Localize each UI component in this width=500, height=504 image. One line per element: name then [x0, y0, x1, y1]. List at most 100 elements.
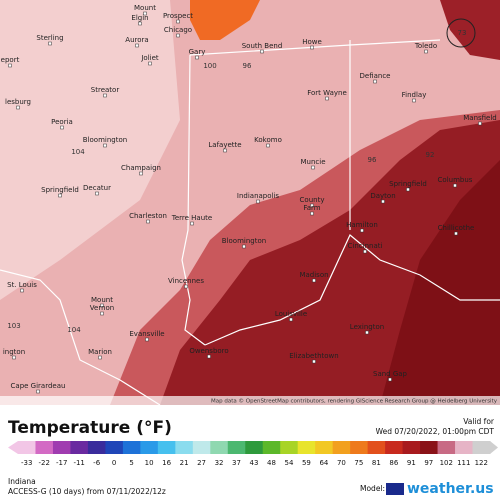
colorbar-tick-label: 75 — [354, 459, 363, 467]
city-label: Vincennes — [168, 277, 204, 285]
isotherm-ring — [446, 18, 476, 48]
city-dot — [190, 221, 194, 226]
city-dot — [406, 187, 410, 192]
city-dot — [176, 19, 180, 24]
colorbar-tick-label: 37 — [232, 459, 241, 467]
city-dot — [138, 21, 142, 26]
colorbar-swatch — [35, 441, 54, 454]
colorbar-tick-label: 21 — [180, 459, 189, 467]
city-dot — [289, 317, 293, 322]
map: Map data © OpenStreetMap contributors, r… — [0, 0, 500, 406]
colorbar-tick-label: 10 — [145, 459, 154, 467]
city-label: Indianapolis — [237, 192, 280, 200]
brand: weather.us — [407, 481, 494, 497]
city-label: St. Louis — [7, 281, 37, 289]
city-label: lesburg — [5, 98, 31, 106]
city-dot — [20, 288, 24, 293]
city-label: ington — [3, 348, 25, 356]
city-label: Mount — [134, 4, 156, 12]
city-dot — [454, 231, 458, 236]
city-dot — [207, 354, 211, 359]
isotherm-label: 103 — [7, 322, 20, 330]
city-dot — [98, 355, 102, 360]
city-label: Elizabethtown — [289, 352, 338, 360]
city-label: Bloomington — [222, 237, 266, 245]
city-label: Lafayette — [208, 141, 241, 149]
city-label: Louisville — [275, 310, 307, 318]
city-label: Mansfield — [463, 114, 497, 122]
city-dot — [365, 330, 369, 335]
colorbar-swatch — [315, 441, 334, 454]
city-dot — [266, 143, 270, 148]
colorbar-tick-label: 86 — [389, 459, 398, 467]
colorbar-swatch — [175, 441, 194, 454]
colorbar-tick-label: -22 — [39, 459, 50, 467]
city-dot — [388, 377, 392, 382]
colorbar-tick-label: -17 — [56, 459, 67, 467]
flag-icon — [386, 483, 404, 495]
city-label: Dayton — [370, 192, 395, 200]
city-dot — [143, 11, 147, 16]
city-dot — [260, 49, 264, 54]
city-dot — [312, 359, 316, 364]
city-label: South Bend — [242, 42, 283, 50]
isotherm-label: 104 — [67, 326, 81, 334]
colorbar-tick-label: 59 — [302, 459, 311, 467]
colorbar-swatch — [367, 441, 386, 454]
city-dot — [103, 93, 107, 98]
city-dot — [325, 96, 329, 101]
city-dot — [58, 193, 62, 198]
valid-label: Valid for — [463, 417, 495, 426]
city-label: Muncie — [300, 158, 325, 166]
colorbar-tick-label: -33 — [21, 459, 32, 467]
city-label: Farm — [303, 204, 320, 212]
colorbar-swatch — [52, 441, 71, 454]
city-dot — [60, 125, 64, 130]
colorbar-tick-label: 27 — [197, 459, 206, 467]
colorbar-tick-label: -11 — [73, 459, 84, 467]
colorbar-tick-label: 122 — [475, 459, 488, 467]
city-dot — [95, 191, 99, 196]
colorbar-tick-label: 54 — [285, 459, 294, 467]
isotherm-label: 104 — [71, 148, 85, 156]
city-label: Howe — [302, 38, 322, 46]
city-label: Findlay — [402, 91, 427, 99]
city-label: eport — [1, 56, 20, 64]
city-label: Charleston — [129, 212, 167, 220]
city-dot — [381, 199, 385, 204]
colorbar-tick-label: 102 — [440, 459, 453, 467]
colorbar-swatch — [227, 441, 246, 454]
temp-zone — [190, 0, 260, 40]
city-label: Lexington — [350, 323, 384, 331]
city-label: Springfield — [41, 186, 79, 194]
city-label: Madison — [299, 271, 328, 279]
temp-zone — [380, 160, 500, 405]
city-label: Aurora — [125, 36, 148, 44]
colorbar-tick-label: 70 — [337, 459, 346, 467]
city-label: Chillicothe — [438, 224, 475, 232]
city-label: Cape Girardeau — [11, 382, 66, 390]
attribution: Map data © OpenStreetMap contributors, r… — [211, 398, 498, 405]
city-dot — [16, 105, 20, 110]
colorbar-arrow — [8, 441, 18, 454]
city-label: Sand Gap — [373, 370, 408, 378]
city-label: Defiance — [360, 72, 391, 80]
isotherm-label: 96 — [243, 62, 252, 70]
colorbar-swatch — [280, 441, 299, 454]
city-label: Decatur — [83, 184, 111, 192]
city-label: Sterling — [36, 34, 63, 42]
colorbar-tick-label: -6 — [93, 459, 101, 467]
border — [181, 54, 206, 346]
colorbar-tick-label: 64 — [319, 459, 328, 467]
city-dot — [8, 63, 12, 68]
colorbar-swatch — [87, 441, 106, 454]
city-label: Streator — [91, 86, 120, 94]
temp-zone — [0, 0, 500, 405]
city-label: Mount — [91, 296, 113, 304]
colorbar-swatch — [385, 441, 404, 454]
city-label: Prospect — [163, 12, 193, 20]
valid-time: Wed 07/20/2022, 01:00pm CDT — [376, 427, 495, 436]
legend: Temperature (°F) Valid for Wed 07/20/202… — [8, 417, 498, 467]
temp-zone — [440, 0, 500, 60]
city-dot — [363, 249, 367, 254]
